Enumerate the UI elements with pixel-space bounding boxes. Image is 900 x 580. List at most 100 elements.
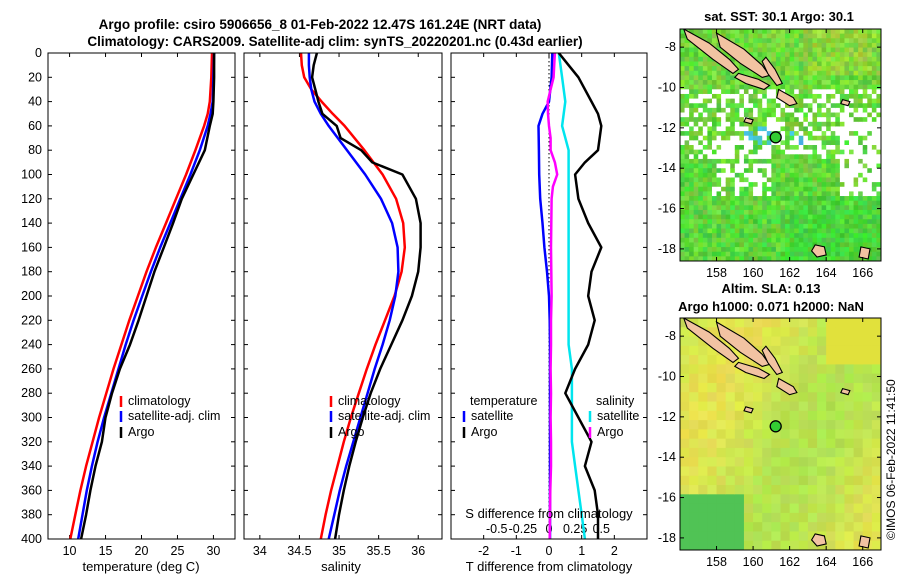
map-cell [862,131,868,137]
series-line-t-argo [557,53,603,539]
map-cell [702,80,709,86]
map-cell [789,345,800,356]
map-cell [821,209,827,216]
map-cell [739,149,745,155]
map-cell [698,205,704,211]
map-cell [785,117,791,123]
map-cell [739,177,745,183]
map-cell [743,512,754,523]
map-cell [730,75,736,81]
map-cell [721,196,727,202]
map-cell [684,112,690,118]
map-cell [689,168,695,174]
map-cell [812,233,818,239]
map-cell [853,42,859,49]
map-cell [680,80,686,86]
map-cell [762,52,768,58]
map-cell [743,126,750,132]
map-cell [734,112,740,118]
map-cell [862,214,868,220]
map-cell [817,219,823,225]
map-cell [798,75,804,81]
y-tick-label: 140 [21,216,42,230]
map-cell [684,200,690,206]
map-cell [871,392,881,403]
map-cell [876,196,881,202]
map-cell [853,382,864,393]
map-cell [771,209,777,216]
map-cell [876,186,881,192]
map-cell [739,163,745,169]
map-x-tick-label: 160 [743,266,764,280]
map-cell [707,29,713,35]
map-cell [807,242,814,248]
map-cell [743,47,750,53]
map-cell [730,228,736,234]
map-cell [689,355,699,365]
map-cell [858,196,864,202]
map-cell [789,256,795,261]
map-cell [867,205,873,211]
map-cell [807,38,814,44]
map-cell [780,209,786,216]
map-cell [821,98,827,104]
map-cell [785,228,791,234]
map-cell [734,191,740,197]
map-cell [748,163,754,169]
map-cell [734,392,745,403]
map-cell [771,447,782,458]
map-cell [698,84,704,90]
map-cell [798,247,804,253]
map-cell [871,438,881,449]
map-cell [849,154,855,160]
map-cell [748,112,754,118]
map-cell [798,494,809,505]
map-cell [757,182,763,188]
map-cell [849,158,855,165]
map-cell [684,89,690,95]
map-cell [798,158,804,165]
map-cell [844,112,850,118]
map-cell [707,70,713,76]
map-cell [817,158,823,165]
map-cell [785,214,791,220]
map-cell [807,364,818,375]
map-cell [830,172,836,179]
map-cell [785,219,791,225]
map-cell [817,163,823,169]
map-cell [711,242,718,248]
map-cell [835,237,841,244]
map-cell [762,42,768,49]
map-cell [684,70,690,76]
map-cell [862,154,868,160]
map-cell [817,38,823,44]
temperature-xlabel: temperature (deg C) [82,559,199,574]
map-cell [867,163,873,169]
map-cell [839,112,846,118]
island-outline [733,72,771,91]
map-cell [798,121,804,128]
map-cell [876,247,881,253]
map-cell [748,70,754,76]
map-cell [789,140,795,146]
map-cell [830,228,836,234]
map-cell [743,70,750,76]
map-x-tick-label: 160 [743,555,764,569]
map-cell [839,117,846,123]
map-cell [707,38,713,44]
map-cell [689,52,695,58]
map-cell [753,52,759,58]
map-cell [871,247,878,253]
map-cell [775,47,782,53]
map-cell [871,223,878,230]
map-cell [839,140,846,146]
map-cell [711,200,718,206]
map-cell [821,154,827,160]
map-cell [862,503,873,514]
map-cell [711,33,718,39]
map-cell [817,168,823,174]
map-cell [785,196,791,202]
map-cell [821,163,827,169]
y-tick-label: 80 [28,143,42,157]
map-cell [702,191,709,197]
